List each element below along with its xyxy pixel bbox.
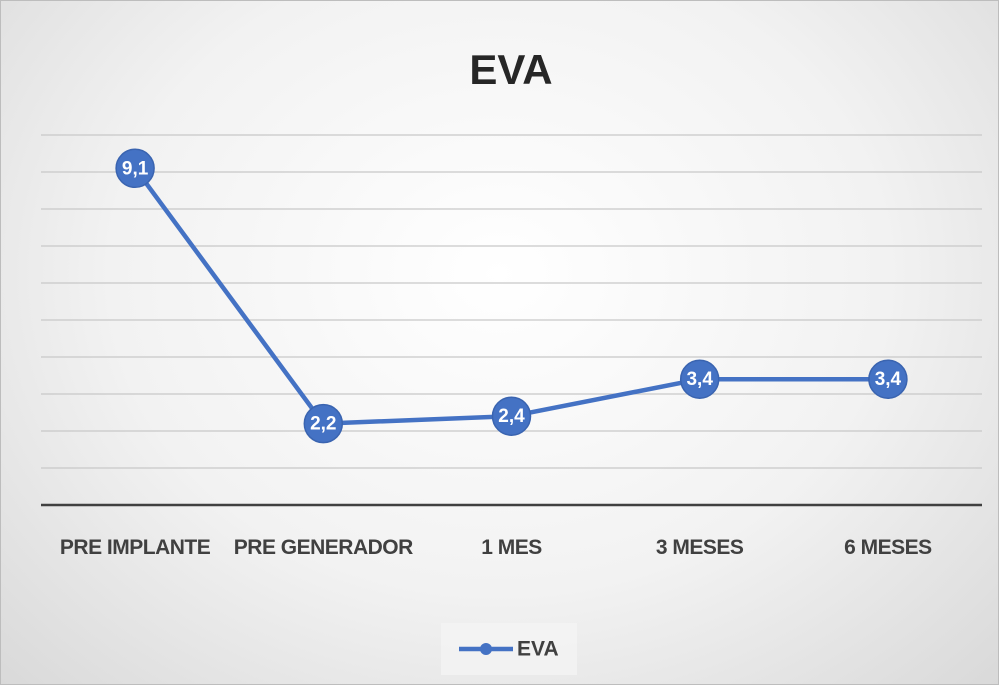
data-point — [491, 396, 532, 436]
data-label: 2,2 — [310, 414, 336, 435]
x-tick-label: PRE IMPLANTE — [59, 536, 211, 559]
series-line — [133, 166, 888, 426]
data-point — [303, 403, 344, 444]
data-label: 9,1 — [122, 158, 149, 179]
data-label: 2,4 — [498, 406, 525, 427]
data-point — [868, 359, 908, 399]
data-point — [115, 148, 155, 189]
data-label: 3,4 — [686, 369, 713, 390]
chart-title: EVA — [469, 46, 552, 93]
data-label: 3,4 — [875, 369, 902, 390]
data-point — [679, 359, 720, 399]
x-tick-label: 6 MESES — [844, 536, 932, 559]
x-tick-label: 1 MES — [481, 536, 542, 559]
x-tick-label: 3 MESES — [655, 536, 744, 559]
legend-marker — [480, 643, 492, 655]
legend-label: EVA — [517, 638, 559, 661]
x-tick-label: PRE GENERADOR — [233, 536, 414, 559]
